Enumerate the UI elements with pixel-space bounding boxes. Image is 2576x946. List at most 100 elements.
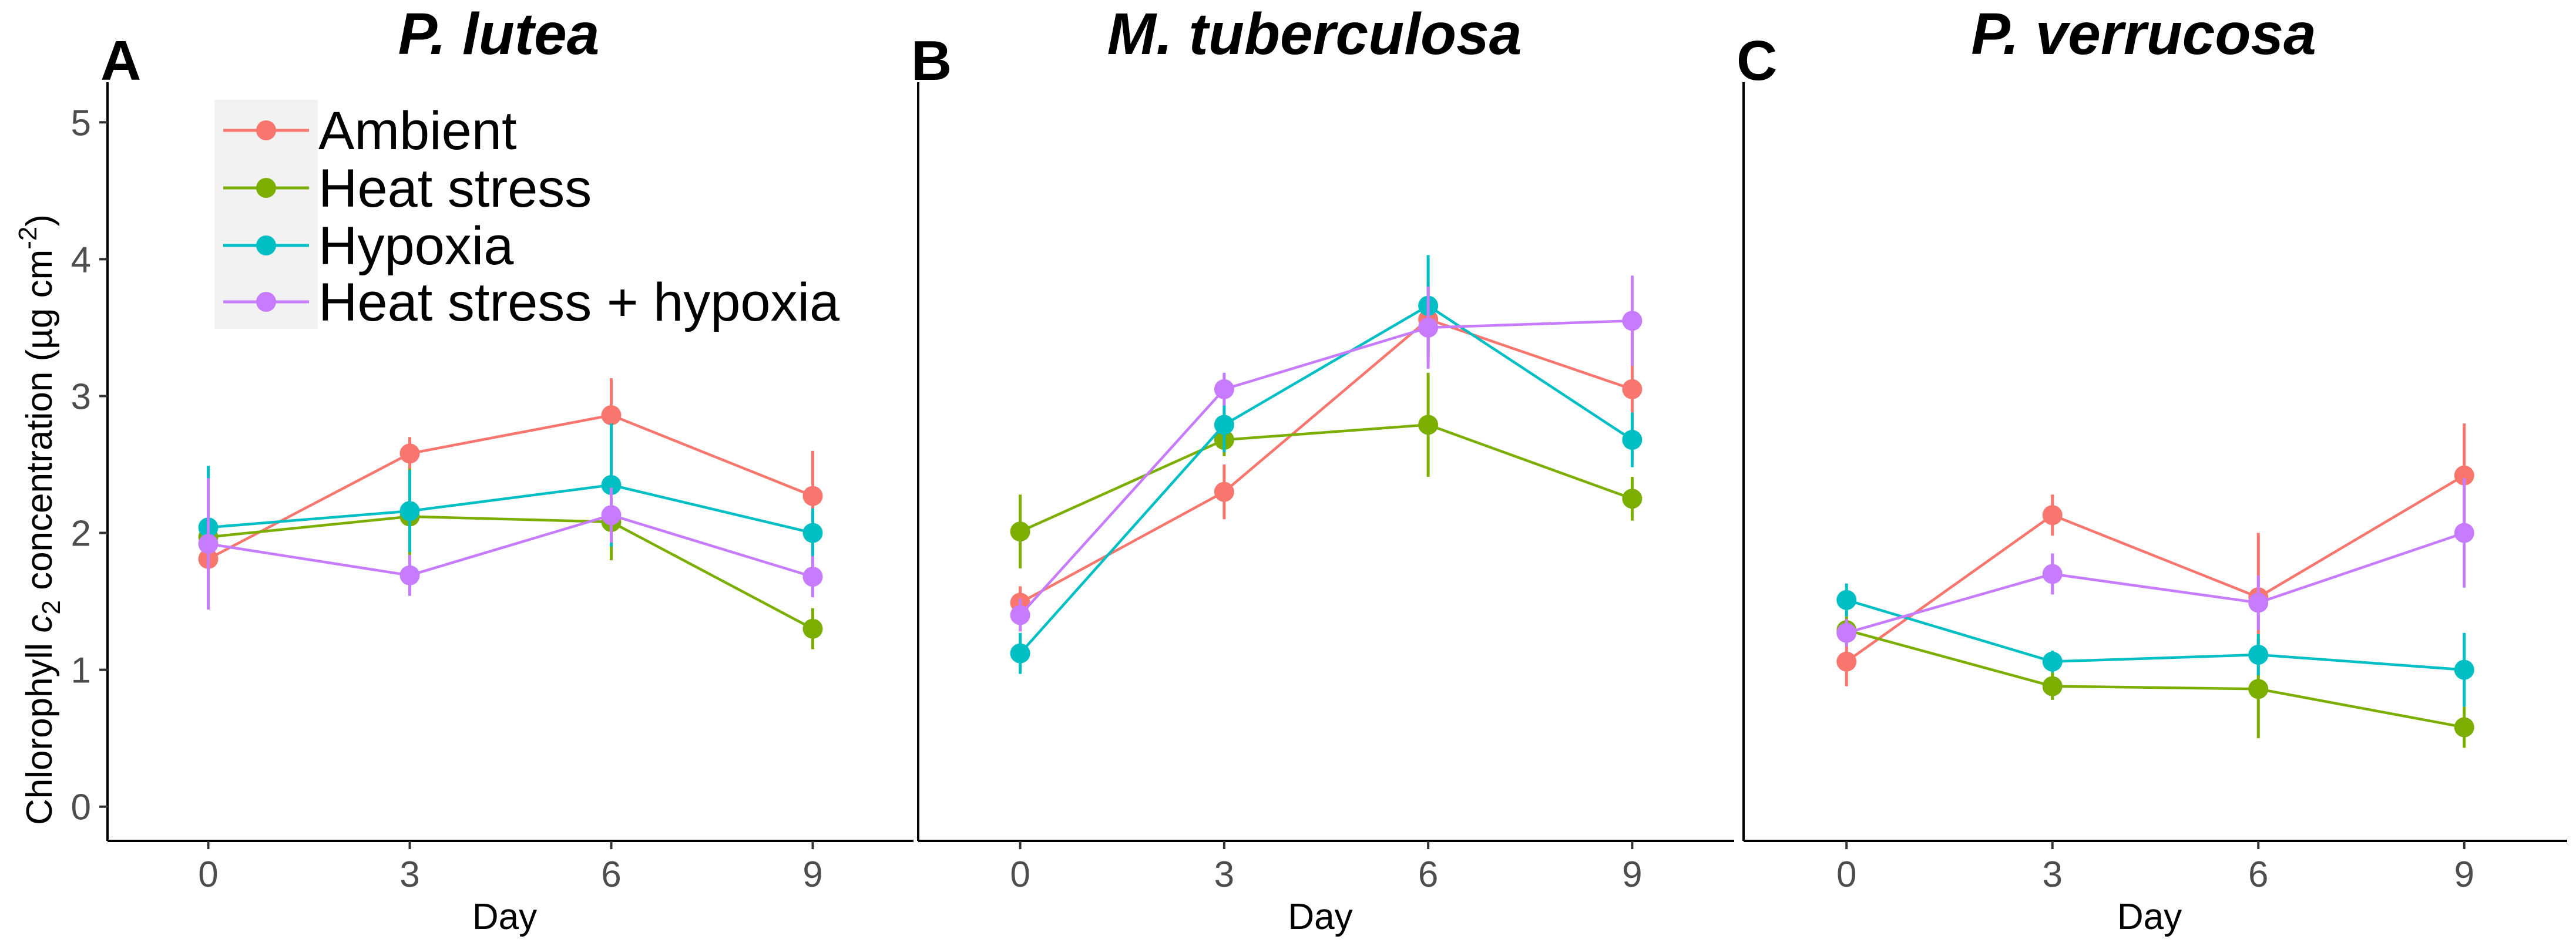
series-heat-stress bbox=[1836, 616, 2474, 748]
data-point bbox=[601, 405, 622, 426]
series-ambient bbox=[1010, 278, 1643, 620]
series-hypoxia bbox=[1010, 255, 1643, 674]
x-tick-label: 3 bbox=[1214, 854, 1234, 895]
y-tick-label: 0 bbox=[71, 787, 91, 828]
data-point bbox=[1010, 605, 1030, 625]
series-line bbox=[1846, 531, 2465, 634]
data-point bbox=[1214, 415, 1234, 435]
data-point bbox=[2454, 717, 2474, 738]
series-heat-stress-hypoxia bbox=[1836, 478, 2474, 647]
x-tick-label: 9 bbox=[802, 854, 822, 895]
panel-b: 0 3 6 9 Day B M. tuberculosa bbox=[911, 1, 1734, 937]
legend-marker bbox=[256, 235, 276, 255]
data-point bbox=[2042, 564, 2063, 584]
data-point bbox=[198, 534, 219, 554]
panel-title: P. lutea bbox=[398, 1, 600, 67]
legend-entry: Heat stress + hypoxia bbox=[223, 272, 840, 332]
data-point bbox=[2248, 592, 2269, 613]
series-line bbox=[1019, 423, 1633, 533]
series-heat-stress-hypoxia bbox=[1010, 275, 1643, 632]
panel-a: 0 3 6 9 0 1 2 3 4 5 Day A P. lutea bbox=[71, 1, 913, 937]
data-point bbox=[2454, 523, 2474, 543]
data-point bbox=[2248, 644, 2269, 665]
legend-entry: Heat stress bbox=[223, 159, 592, 218]
data-point bbox=[1418, 415, 1439, 435]
data-point bbox=[1622, 311, 1643, 331]
series-line bbox=[208, 483, 814, 534]
legend-marker bbox=[256, 178, 276, 198]
data-point bbox=[2042, 505, 2063, 526]
legend-entry: Ambient bbox=[223, 101, 517, 161]
series-hypoxia bbox=[198, 423, 823, 590]
legend-label: Heat stress bbox=[318, 159, 592, 218]
data-point bbox=[601, 474, 622, 495]
x-tick-label: 6 bbox=[601, 854, 621, 895]
x-tick-label: 3 bbox=[2043, 854, 2063, 895]
x-tick-label: 9 bbox=[1622, 854, 1642, 895]
y-tick-label: 1 bbox=[71, 651, 91, 691]
x-axis-title: Day bbox=[472, 897, 537, 937]
legend-label: Ambient bbox=[318, 101, 517, 161]
series-line bbox=[1019, 318, 1633, 604]
data-point bbox=[601, 505, 622, 526]
panel-letter: B bbox=[911, 29, 952, 92]
series-ambient bbox=[1836, 423, 2474, 686]
data-point bbox=[802, 618, 823, 639]
x-tick-label: 9 bbox=[2454, 854, 2474, 895]
series-line bbox=[208, 513, 814, 578]
panels-layer: 0 3 6 9 0 1 2 3 4 5 Day A P. lutea 0 3 6 9 Day B M. tubercu… bbox=[71, 1, 2567, 937]
x-axis-title: Day bbox=[1288, 897, 1352, 937]
series-line bbox=[1846, 628, 2465, 729]
x-tick-label: 0 bbox=[1010, 854, 1030, 895]
series-line bbox=[1019, 319, 1633, 616]
data-point bbox=[1418, 317, 1439, 338]
data-point bbox=[399, 565, 420, 585]
data-point bbox=[1622, 489, 1643, 509]
panel-c: 0 3 6 9 Day C P. verrucosa bbox=[1737, 1, 2567, 937]
series-line bbox=[1846, 598, 2464, 671]
data-point bbox=[802, 523, 823, 543]
series-heat-stress-hypoxia bbox=[198, 478, 823, 610]
data-point bbox=[2042, 651, 2063, 672]
series-line bbox=[208, 515, 814, 630]
series-ambient bbox=[198, 378, 823, 587]
x-tick-label: 0 bbox=[198, 854, 218, 895]
data-point bbox=[2454, 659, 2474, 680]
panel-letter: C bbox=[1737, 29, 1777, 92]
panel-title: P. verrucosa bbox=[1971, 1, 2316, 67]
legend-marker bbox=[256, 292, 276, 312]
x-axis-title: Day bbox=[2117, 897, 2182, 937]
data-point bbox=[1214, 379, 1234, 399]
y-axis-title: Chlorophyll c2 concentration (µg cm-2) bbox=[14, 214, 66, 825]
data-point bbox=[1010, 643, 1030, 664]
data-point bbox=[1214, 482, 1234, 502]
data-point bbox=[399, 443, 420, 464]
panel-letter: A bbox=[100, 29, 141, 92]
data-point bbox=[2454, 465, 2474, 486]
y-tick-label: 5 bbox=[71, 103, 91, 143]
x-tick-label: 6 bbox=[1418, 854, 1438, 895]
legend-label: Hypoxia bbox=[318, 216, 514, 276]
series-line bbox=[1019, 304, 1633, 655]
data-point bbox=[1836, 590, 1857, 610]
series-hypoxia bbox=[1836, 583, 2474, 707]
legend-label: Heat stress + hypoxia bbox=[318, 272, 840, 332]
data-point bbox=[802, 567, 823, 587]
panel-title: M. tuberculosa bbox=[1107, 1, 1522, 67]
series-heat-stress bbox=[1010, 372, 1643, 569]
data-point bbox=[1836, 651, 1857, 672]
y-tick-label: 4 bbox=[71, 240, 91, 280]
x-tick-label: 6 bbox=[2248, 854, 2268, 895]
data-point bbox=[1622, 430, 1643, 450]
series-line bbox=[1845, 474, 2465, 663]
data-point bbox=[1836, 622, 1857, 643]
series-line bbox=[207, 413, 814, 560]
series-heat-stress bbox=[198, 468, 823, 649]
x-tick-label: 3 bbox=[399, 854, 419, 895]
legend-entry: Hypoxia bbox=[223, 216, 514, 276]
data-point bbox=[2248, 679, 2269, 699]
data-point bbox=[399, 501, 420, 521]
data-point bbox=[2042, 676, 2063, 696]
data-point bbox=[1010, 521, 1030, 542]
